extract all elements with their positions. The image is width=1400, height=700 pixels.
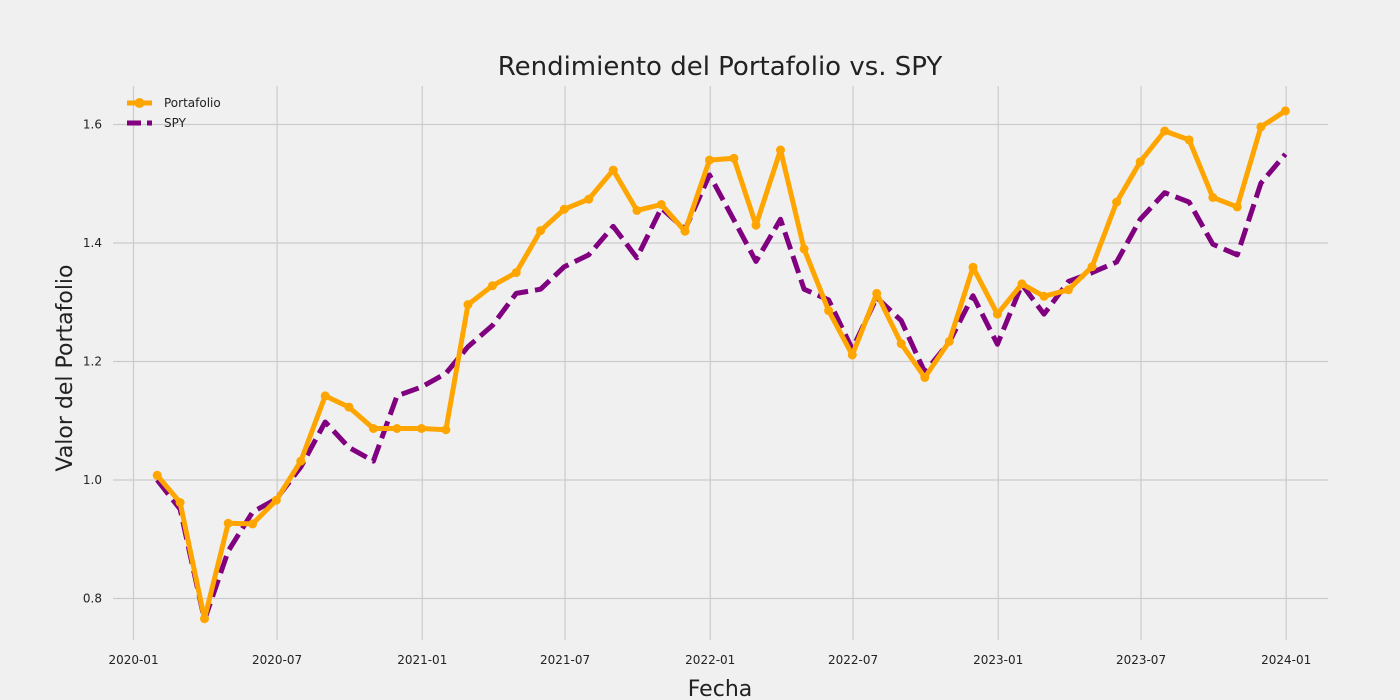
data-point-portafolio: [1232, 202, 1242, 212]
data-point-portafolio: [1063, 285, 1073, 295]
data-point-portafolio: [1112, 197, 1122, 207]
data-point-portafolio: [847, 350, 857, 360]
data-point-portafolio: [896, 339, 906, 349]
data-point-portafolio: [705, 155, 714, 165]
series-layer: [152, 106, 1290, 624]
x-tick-label: 2023-01: [973, 653, 1023, 667]
data-point-portafolio: [511, 268, 521, 278]
x-tick-label: 2022-01: [685, 653, 735, 667]
data-point-portafolio: [799, 244, 809, 254]
data-point-portafolio: [1184, 135, 1194, 145]
data-point-portafolio: [1160, 126, 1170, 136]
y-tick-label: 0.8: [83, 592, 102, 606]
data-point-portafolio: [200, 614, 209, 624]
data-point-portafolio: [1039, 291, 1049, 301]
data-point-portafolio: [656, 200, 666, 209]
data-point-portafolio: [223, 518, 233, 528]
data-point-portafolio: [944, 336, 954, 346]
data-point-portafolio: [1280, 106, 1290, 116]
legend: Portafolio SPY: [127, 96, 221, 130]
data-point-portafolio: [872, 288, 882, 298]
x-tick-label: 2022-07: [828, 653, 878, 667]
y-axis-label: Valor del Portafolio: [53, 264, 78, 471]
data-point-portafolio: [992, 309, 1002, 319]
data-point-portafolio: [271, 495, 281, 505]
data-point-portafolio: [968, 262, 978, 272]
data-point-portafolio: [368, 424, 378, 433]
data-point-portafolio: [441, 425, 451, 435]
data-point-portafolio: [776, 145, 785, 155]
legend-label-spy: SPY: [164, 116, 187, 130]
x-tick-label: 2020-01: [108, 653, 158, 667]
x-tick-label: 2021-07: [540, 653, 590, 667]
data-point-portafolio: [1087, 262, 1097, 272]
data-point-portafolio: [392, 424, 402, 433]
data-point-portafolio: [608, 165, 618, 175]
data-point-portafolio: [344, 402, 354, 412]
data-point-portafolio: [920, 373, 930, 382]
axes: 2020-01 2020-07 2021-01 2021-07 2022-01 2022-…: [83, 118, 1311, 667]
data-point-portafolio: [559, 204, 569, 214]
y-tick-label: 1.6: [83, 118, 102, 132]
data-point-portafolio: [729, 153, 739, 163]
data-point-portafolio: [680, 226, 690, 236]
grid: [113, 86, 1328, 640]
x-tick-label: 2021-01: [397, 653, 447, 667]
data-point-portafolio: [463, 300, 473, 310]
data-point-portafolio: [1256, 122, 1266, 132]
data-point-portafolio: [536, 226, 546, 236]
x-tick-label: 2024-01: [1261, 653, 1311, 667]
data-point-portafolio: [296, 456, 306, 466]
data-point-portafolio: [632, 205, 642, 215]
y-tick-label: 1.2: [83, 355, 102, 369]
data-point-portafolio: [1208, 192, 1218, 202]
x-tick-label: 2020-07: [252, 653, 302, 667]
data-point-portafolio: [824, 306, 834, 316]
data-point-portafolio: [248, 519, 258, 529]
x-axis-label: Fecha: [688, 677, 753, 700]
chart-title: Rendimiento del Portafolio vs. SPY: [498, 52, 943, 82]
series-line-portafolio: [155, 108, 1287, 622]
data-point-portafolio: [488, 281, 497, 291]
data-point-portafolio: [175, 498, 185, 507]
y-tick-label: 1.4: [83, 236, 102, 250]
legend-marker-portafolio: [134, 98, 145, 108]
data-point-portafolio: [152, 470, 162, 480]
data-point-portafolio: [1135, 157, 1145, 167]
data-point-portafolio: [417, 424, 426, 433]
x-tick-label: 2023-07: [1116, 653, 1166, 667]
data-point-portafolio: [584, 194, 594, 204]
data-point-portafolio: [1017, 279, 1027, 289]
data-point-portafolio: [751, 220, 761, 230]
legend-label-portafolio: Portafolio: [164, 96, 221, 110]
series-line-spy: [155, 152, 1288, 623]
data-point-portafolio: [320, 391, 330, 401]
y-tick-label: 1.0: [83, 473, 102, 487]
